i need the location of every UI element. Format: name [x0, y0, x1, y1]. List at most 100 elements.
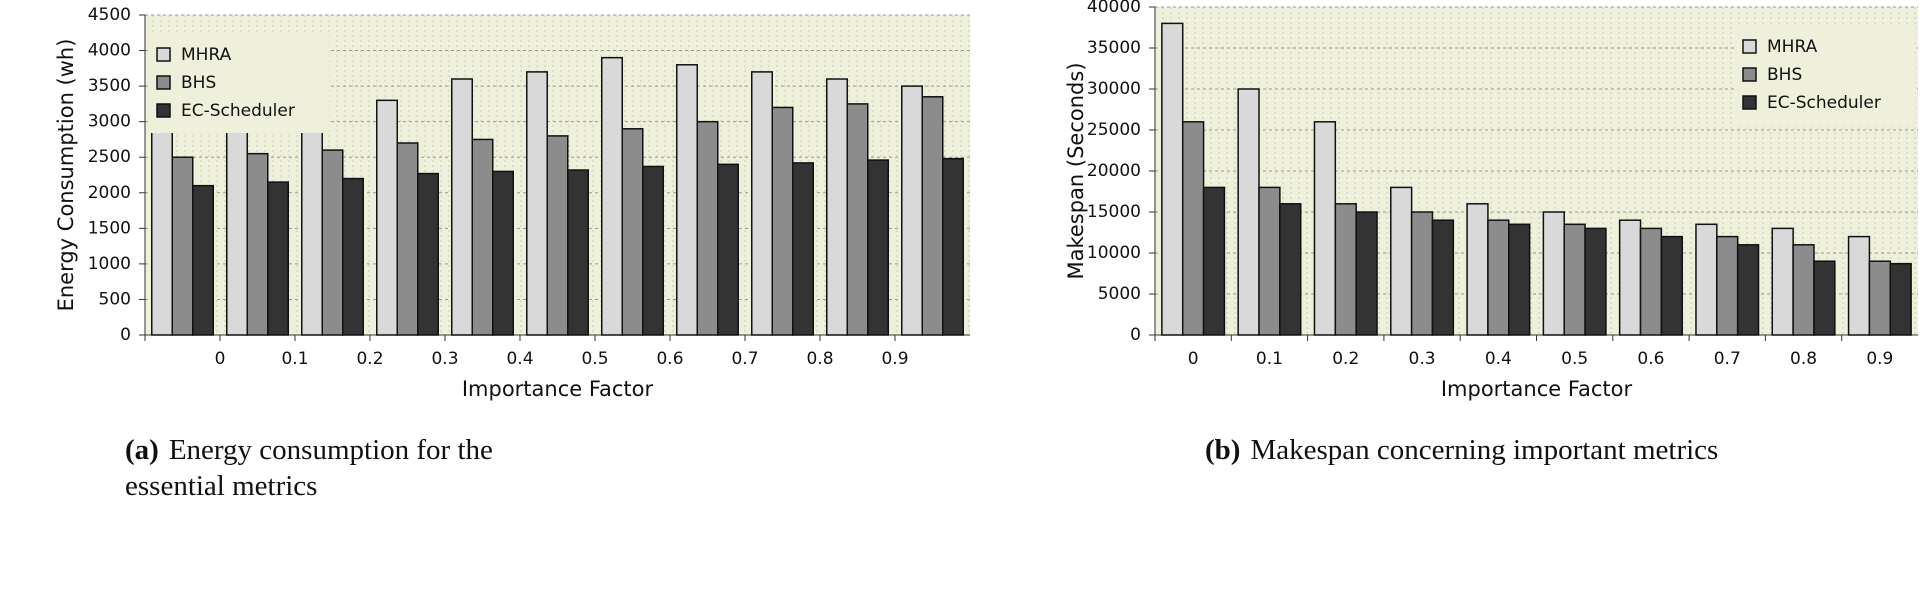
bar — [267, 181, 289, 336]
x-tick-label: 0.7 — [1714, 349, 1741, 369]
y-tick-label: 0 — [1130, 325, 1141, 345]
y-tick-label: 30000 — [1087, 79, 1141, 99]
x-tick-label: 0 — [215, 349, 226, 369]
y-tick-label: 500 — [99, 289, 131, 309]
legend-swatch — [1742, 67, 1757, 82]
legend-swatch — [1742, 39, 1757, 54]
bar — [1161, 22, 1184, 336]
bar — [942, 157, 964, 336]
bar — [1237, 88, 1260, 336]
caption-label: (a) — [125, 434, 159, 466]
bar — [246, 152, 269, 336]
x-tick-label: 0.2 — [1332, 349, 1359, 369]
bar — [492, 170, 514, 336]
y-tick-label: 2000 — [88, 183, 131, 203]
bar — [846, 103, 869, 336]
y-tick-label: 4000 — [88, 41, 131, 61]
x-axis-title: Importance Factor — [1441, 377, 1633, 401]
bar — [1334, 203, 1357, 336]
legend-box — [149, 33, 329, 133]
y-tick-label: 0 — [120, 325, 131, 345]
bar — [301, 106, 323, 336]
bar — [621, 128, 644, 336]
bar — [1771, 227, 1794, 336]
bar — [1355, 211, 1378, 336]
bar — [1792, 244, 1815, 336]
y-tick-label: 10000 — [1087, 243, 1141, 263]
bar — [396, 142, 419, 336]
x-tick-label: 0.8 — [1790, 349, 1817, 369]
bar — [901, 85, 923, 336]
x-tick-label: 0.4 — [1485, 349, 1512, 369]
bar — [1660, 235, 1683, 336]
x-tick-label: 0.4 — [506, 349, 533, 369]
x-tick-label: 0.5 — [581, 349, 608, 369]
caption-text: Makespan concerning important metrics — [1250, 434, 1718, 466]
bar — [1181, 121, 1205, 336]
bar — [601, 56, 623, 336]
x-tick-label: 0.9 — [881, 349, 908, 369]
bar — [1431, 219, 1455, 336]
bar — [921, 96, 944, 336]
bar — [1508, 223, 1531, 336]
caption: (a) Energy consumption for the essential m… — [125, 434, 493, 502]
bar — [526, 71, 548, 336]
x-tick-label: 0 — [1188, 349, 1199, 369]
bar — [1487, 219, 1510, 336]
bar — [321, 149, 344, 336]
legend-swatch — [156, 47, 171, 62]
bar — [1618, 219, 1642, 336]
y-tick-label: 3500 — [88, 76, 131, 96]
x-tick-label: 0.6 — [656, 349, 683, 369]
bar — [642, 165, 664, 336]
bar — [751, 71, 773, 336]
bar — [1563, 223, 1586, 336]
y-tick-label: 1500 — [88, 218, 131, 238]
x-tick-label: 0.1 — [1256, 349, 1283, 369]
bar — [1584, 227, 1607, 336]
x-tick-label: 0.7 — [731, 349, 758, 369]
y-tick-label: 3000 — [88, 112, 131, 132]
bar — [826, 78, 848, 336]
legend-label: BHS — [181, 73, 216, 93]
bar — [792, 162, 814, 336]
y-tick-label: 2500 — [88, 147, 131, 167]
bar — [1889, 262, 1912, 336]
y-tick-label: 4500 — [88, 5, 131, 25]
bar — [1202, 186, 1226, 336]
bar — [567, 169, 589, 336]
bar — [676, 64, 698, 336]
bar — [376, 99, 398, 336]
y-axis-title: Energy Consumption (wh) — [54, 39, 78, 312]
bar — [1313, 121, 1337, 336]
legend-label: EC-Scheduler — [1767, 93, 1881, 113]
x-axis-title: Importance Factor — [462, 377, 654, 401]
bar — [1695, 223, 1718, 336]
legend-label: EC-Scheduler — [181, 101, 295, 121]
bar — [1390, 186, 1413, 336]
x-tick-label: 0.8 — [806, 349, 833, 369]
x-tick-label: 0.2 — [356, 349, 383, 369]
y-tick-label: 35000 — [1087, 38, 1141, 58]
bar — [417, 172, 439, 336]
bar — [226, 110, 248, 336]
bar — [342, 177, 364, 336]
legend-label: BHS — [1767, 65, 1802, 85]
bar — [1279, 203, 1302, 336]
y-tick-label: 15000 — [1087, 202, 1141, 222]
bar — [1868, 260, 1892, 336]
bar — [471, 138, 494, 336]
bar — [771, 106, 794, 336]
bar — [171, 156, 194, 336]
bar — [151, 113, 173, 336]
bar — [1258, 186, 1281, 336]
bar — [451, 78, 473, 336]
y-tick-label: 25000 — [1087, 120, 1141, 140]
bar — [1716, 235, 1739, 336]
bar — [717, 163, 739, 336]
x-tick-label: 0.5 — [1561, 349, 1588, 369]
bar — [867, 159, 889, 336]
x-tick-label: 0.6 — [1637, 349, 1664, 369]
y-tick-label: 40000 — [1087, 0, 1141, 17]
